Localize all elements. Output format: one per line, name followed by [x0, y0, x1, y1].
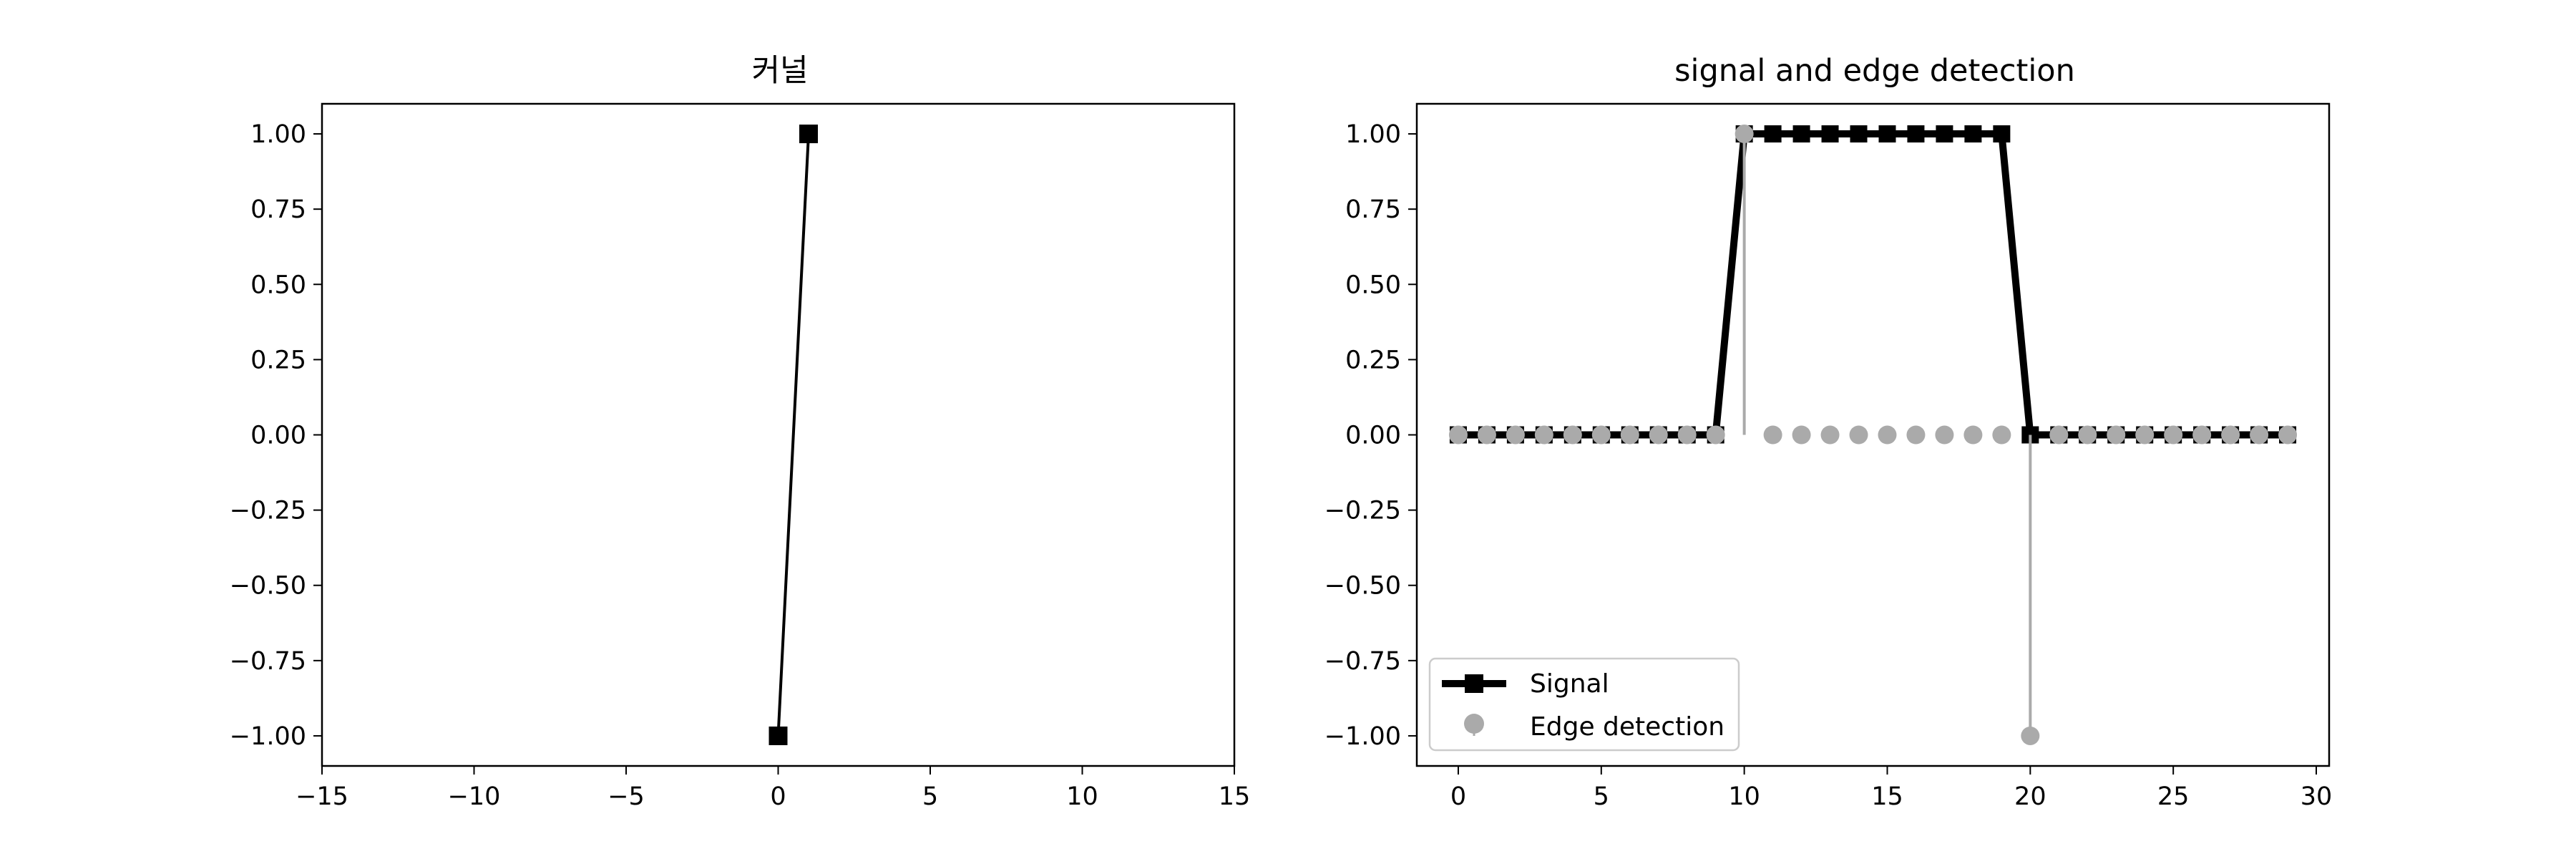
edge-detection-point — [2078, 425, 2097, 445]
signal-point — [1850, 125, 1868, 143]
signal-point — [1764, 125, 1782, 143]
edge-detection-point — [1620, 425, 1639, 445]
kernel-y-tick-label: 0.75 — [250, 195, 306, 224]
signal-x-tick-label: 25 — [2157, 782, 2190, 811]
edge-detection-point — [1792, 425, 1811, 445]
signal-point — [1878, 125, 1896, 143]
edge-detection-point — [2049, 425, 2069, 445]
edge-detection-point — [1591, 425, 1611, 445]
signal-x-tick-label: 20 — [2014, 782, 2046, 811]
signal-axis-ticks: 0 5 10 15 20 25 30 1.00 0.75 0.50 0.25 0.00 −0.25 −0.… — [1324, 120, 2333, 811]
signal-chart: signal and edge detection 0 5 10 15 20 25 30 1.… — [1324, 53, 2333, 811]
signal-point — [1964, 125, 1982, 143]
kernel-y-tick-label: −0.75 — [230, 647, 306, 676]
edge-detection-point — [1763, 425, 1782, 445]
kernel-plot-marks — [769, 125, 818, 745]
edge-detection-point — [2021, 726, 2040, 745]
kernel-x-tick-label: −15 — [296, 782, 348, 811]
legend: Signal Edge detection — [1428, 657, 1740, 752]
signal-chart-title: signal and edge detection — [1674, 53, 2075, 89]
edge-detection-point — [2192, 425, 2212, 445]
legend-edge-marker — [1464, 714, 1484, 734]
edge-detection-point — [1849, 425, 1868, 445]
edge-detection-point — [1820, 425, 1840, 445]
edge-detection-point — [2164, 425, 2183, 445]
kernel-x-tick-label: 0 — [770, 782, 786, 811]
signal-x-tick-label: 15 — [1871, 782, 1903, 811]
edge-detection-point — [1906, 425, 1926, 445]
signal-y-tick-label: 0.75 — [1345, 195, 1401, 224]
edge-detection-point — [2250, 425, 2269, 445]
kernel-y-tick-label: 0.25 — [250, 346, 306, 374]
edge-detection-point — [1506, 425, 1525, 445]
kernel-x-tick-label: 15 — [1219, 782, 1251, 811]
signal-y-tick-label: −0.25 — [1324, 497, 1401, 525]
kernel-chart-title: 커널 — [751, 53, 808, 89]
signal-x-tick-label: 5 — [1594, 782, 1609, 811]
signal-point — [1792, 125, 1810, 143]
signal-point — [1907, 125, 1925, 143]
edge-detection-point — [1477, 425, 1496, 445]
kernel-axis-ticks: −15 −10 −5 0 5 10 15 1.00 0.75 0.50 0.25 0.00 −0.25 −… — [230, 120, 1251, 811]
edge-detection-point — [1935, 425, 1954, 445]
signal-y-tick-label: −0.75 — [1324, 647, 1401, 676]
kernel-y-tick-label: −0.50 — [230, 572, 306, 601]
edge-detection-point — [1534, 425, 1553, 445]
edge-detection-point — [1735, 125, 1754, 144]
edge-detection-point — [1992, 425, 2011, 445]
signal-point — [1936, 125, 1953, 143]
edge-detection-point — [1963, 425, 1983, 445]
kernel-x-tick-label: −10 — [448, 782, 501, 811]
edge-detection-point — [1563, 425, 1582, 445]
kernel-x-tick-label: 5 — [922, 782, 938, 811]
edge-detection-point — [1878, 425, 1897, 445]
signal-x-tick-label: 10 — [1728, 782, 1760, 811]
edge-detection-point — [1677, 425, 1697, 445]
kernel-y-tick-label: −0.25 — [230, 497, 306, 525]
kernel-series-0-point — [799, 125, 818, 144]
edge-detection-point — [2278, 425, 2298, 445]
kernel-y-tick-label: 1.00 — [250, 120, 306, 149]
edge-detection-point — [1706, 425, 1725, 445]
kernel-x-tick-label: 10 — [1066, 782, 1098, 811]
signal-y-tick-label: 0.25 — [1345, 346, 1401, 374]
kernel-y-tick-label: 0.50 — [250, 271, 306, 299]
signal-x-tick-label: 30 — [2301, 782, 2333, 811]
kernel-series-0-line — [776, 133, 810, 737]
kernel-y-tick-label: −1.00 — [230, 722, 306, 751]
signal-y-tick-label: −0.50 — [1324, 572, 1401, 601]
signal-y-tick-label: 0.50 — [1345, 271, 1401, 299]
signal-y-tick-label: 0.00 — [1345, 422, 1401, 450]
signal-point — [1993, 125, 2011, 143]
edge-detection-point — [1448, 425, 1468, 445]
edge-detection-point — [2135, 425, 2155, 445]
signal-y-tick-label: −1.00 — [1324, 722, 1401, 751]
kernel-y-tick-label: 0.00 — [250, 422, 306, 450]
legend-signal-label: Signal — [1530, 669, 1609, 699]
edge-detection-point — [1649, 425, 1668, 445]
legend-signal-marker — [1465, 674, 1483, 693]
legend-edge-label: Edge detection — [1530, 712, 1724, 742]
edge-detection-point — [2107, 425, 2126, 445]
signal-y-tick-label: 1.00 — [1345, 120, 1401, 149]
kernel-x-tick-label: −5 — [608, 782, 645, 811]
kernel-series-0-point — [769, 726, 788, 745]
signal-plot-marks — [1448, 125, 2298, 745]
edge-detection-point — [2221, 425, 2240, 445]
kernel-chart: 커널 −15 −10 −5 0 5 10 15 1.00 0.75 0.50 0.25 0.00 −0.… — [230, 53, 1251, 811]
signal-x-tick-label: 0 — [1450, 782, 1466, 811]
signal-point — [1821, 125, 1839, 143]
legend-box — [1428, 657, 1740, 752]
